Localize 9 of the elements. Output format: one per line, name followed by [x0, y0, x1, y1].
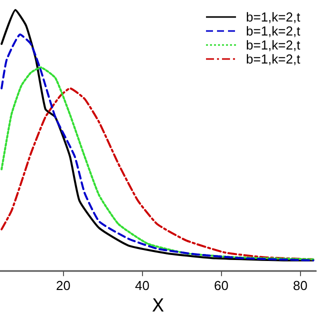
legend-label: b=1,k=2,t [246, 52, 301, 66]
legend-label: b=1,k=2,t [246, 24, 301, 38]
legend-label: b=1,k=2,t [246, 10, 301, 24]
x-tick-label: 60 [214, 278, 228, 294]
x-tick-label: 80 [292, 278, 308, 294]
legend-label: b=1,k=2,t [246, 38, 301, 52]
x-tick-label: 40 [134, 278, 150, 294]
x-axis-title: X [152, 296, 164, 316]
x-tick-label: 20 [56, 278, 70, 294]
